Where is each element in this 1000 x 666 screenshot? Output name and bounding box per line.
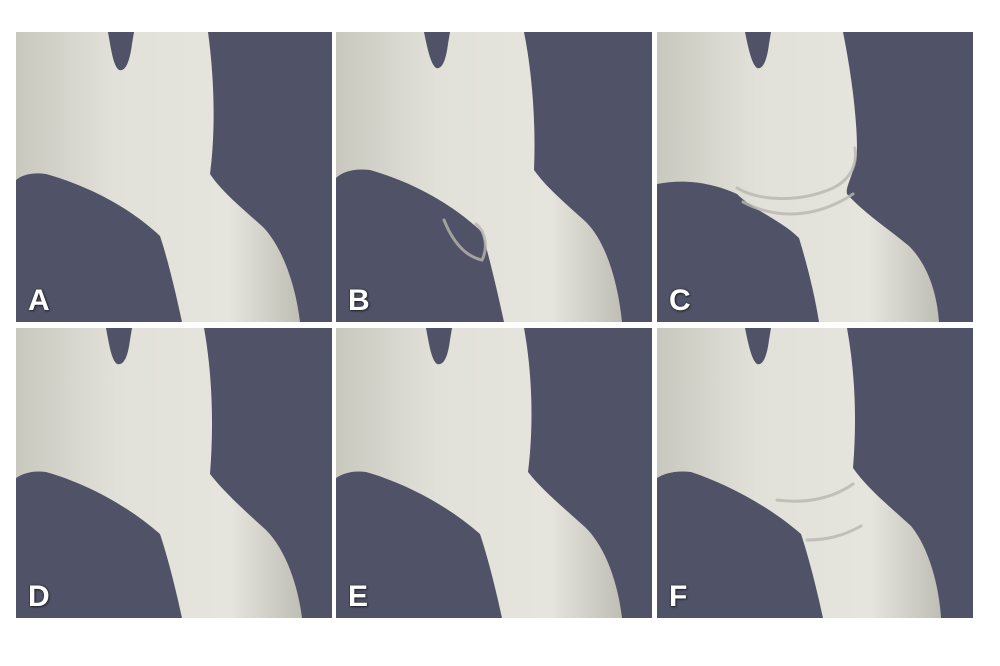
vessel-surface (16, 328, 302, 618)
vessel-surface (336, 32, 622, 322)
panel-label-a: A (28, 284, 50, 317)
panel-b: B (336, 32, 652, 322)
vessel-surface (16, 32, 300, 322)
panel-label-d: D (28, 580, 50, 613)
vessel-surface (657, 32, 939, 322)
vessel-render-c (657, 32, 939, 322)
panel-label-c: C (669, 284, 691, 317)
vessel-constriction (775, 482, 855, 503)
vessel-render-f (657, 328, 941, 618)
vessel-constriction (442, 218, 487, 262)
panel-label-e: E (348, 580, 369, 613)
vessel-render-e (336, 328, 622, 618)
panel-e: E (336, 328, 652, 618)
vessel-surface (657, 328, 941, 618)
panel-d: D (16, 328, 332, 618)
panel-label-f: F (669, 580, 688, 613)
vessel-surface (336, 328, 622, 618)
vessel-constriction (805, 524, 863, 542)
panel-label-b: B (348, 284, 370, 317)
vessel-render-d (16, 328, 302, 618)
panel-c: C (657, 32, 973, 322)
panel-f: F (657, 328, 973, 618)
vessel-render-b (336, 32, 622, 322)
vessel-constriction (741, 192, 855, 216)
vessel-constriction (735, 146, 857, 201)
panel-a: A (16, 32, 332, 322)
vessel-render-a (16, 32, 300, 322)
